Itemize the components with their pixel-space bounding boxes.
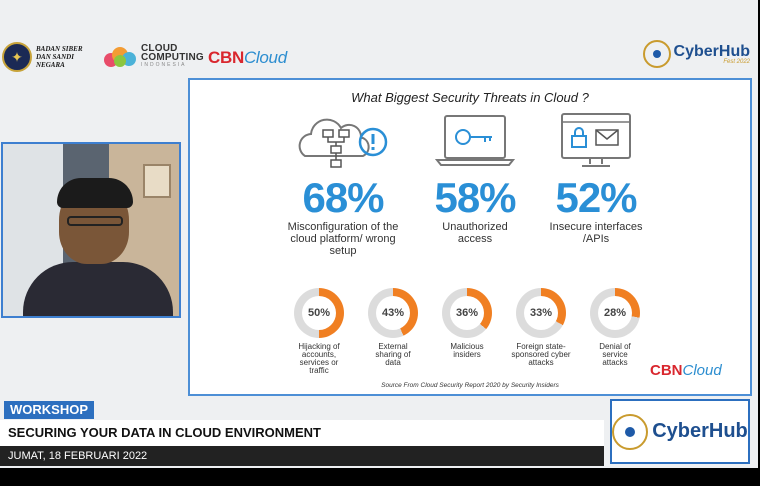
source-note: Source From Cloud Security Report 2020 b…: [381, 382, 559, 389]
small-stat-label: External sharing of data: [375, 342, 411, 367]
ring-value: 43%: [376, 296, 410, 330]
bssn-logo: ✦ BADAN SIBER DAN SANDI NEGARA: [2, 42, 98, 72]
small-stat: 43% External sharing of data: [348, 288, 438, 367]
donut-ring: 33%: [516, 288, 566, 338]
cbn-cloud-slide-logo: CBNCloud: [650, 362, 722, 379]
cbn-text: CBN: [208, 48, 244, 67]
ring-value: 28%: [598, 296, 632, 330]
big-stat-value: 68%: [302, 174, 384, 221]
network-node-icon: [642, 40, 671, 68]
speaker-body: [23, 262, 173, 316]
workshop-badge: WORKSHOP: [4, 401, 94, 419]
cloud-computing-logo: CLOUD COMPUTING INDONESIA: [102, 43, 204, 68]
cbn-text: CBN: [650, 362, 683, 379]
glasses: [67, 216, 123, 226]
cyberhub-text: CyberHub: [652, 420, 748, 442]
speaker-webcam: [1, 142, 181, 318]
small-stat: 50% Hijacking of accounts, services or t…: [274, 288, 364, 375]
small-stat: 33% Foreign state-sponsored cyber attack…: [496, 288, 586, 367]
small-stat-label: Denial of service attacks: [599, 342, 631, 367]
small-stat-label: Hijacking of accounts, services or traff…: [298, 342, 340, 375]
eagle-emblem-icon: ✦: [2, 42, 32, 72]
donut-ring: 28%: [590, 288, 640, 338]
small-stat: 28% Denial of service attacks: [570, 288, 660, 367]
network-node-icon: [612, 413, 649, 450]
ring-value: 33%: [524, 296, 558, 330]
big-stat-value: 52%: [555, 174, 637, 221]
donut-ring: 36%: [442, 288, 492, 338]
wall-frame: [143, 164, 171, 198]
presentation-slide: What Biggest Security Threats in Cloud ?…: [188, 78, 752, 396]
bottom-letterbox: [0, 468, 760, 486]
big-stat-label: Insecure interfaces /APIs: [549, 221, 643, 245]
donut-ring: 43%: [368, 288, 418, 338]
bssn-text: BADAN SIBER DAN SANDI NEGARA: [36, 45, 83, 69]
cloud-computing-sub: INDONESIA: [141, 62, 187, 68]
big-stat-label: Misconfiguration of the cloud platform/ …: [287, 221, 399, 257]
cbn-cloud-logo: CBNCloud: [208, 48, 287, 68]
cloud-computing-title: CLOUD COMPUTING: [141, 43, 204, 63]
small-stat-label: Foreign state-sponsored cyber attacks: [511, 342, 571, 367]
video-stage: ✦ BADAN SIBER DAN SANDI NEGARA CLOUD COM…: [0, 0, 758, 468]
donut-ring: 50%: [294, 288, 344, 338]
laptop-key-icon: [434, 115, 516, 166]
small-stat-label: Malicious insiders: [450, 342, 484, 359]
cloud-icon: [102, 45, 138, 67]
monitor-lock-mail-icon: [561, 113, 631, 167]
cyberhub-box-logo: CyberHub: [610, 399, 750, 464]
big-stat-misconfiguration: 68% Misconfiguration of the cloud platfo…: [278, 112, 408, 257]
big-stat-insecure-interfaces: 52% Insecure interfaces /APIs: [536, 112, 656, 245]
ring-value: 50%: [302, 296, 336, 330]
cyberhub-logo: CyberHub Fest 2022: [642, 40, 750, 68]
big-stat-label: Unauthorized access: [442, 221, 508, 245]
big-stat-value: 58%: [434, 174, 516, 221]
cyberhub-sub: Fest 2022: [723, 58, 750, 65]
ring-value: 36%: [450, 296, 484, 330]
slide-title: What Biggest Security Threats in Cloud ?: [351, 90, 589, 105]
cyberhub-text: CyberHub: [673, 42, 750, 60]
cloud-text: Cloud: [682, 362, 722, 379]
cloud-network-alert-icon: [298, 118, 388, 168]
small-stat: 36% Malicious insiders: [422, 288, 512, 359]
event-title: SECURING YOUR DATA IN CLOUD ENVIRONMENT: [0, 420, 604, 446]
cloud-text: Cloud: [243, 48, 287, 67]
big-stat-unauthorized-access: 58% Unauthorized access: [420, 112, 530, 245]
event-date: JUMAT, 18 FEBRUARI 2022: [0, 446, 604, 466]
